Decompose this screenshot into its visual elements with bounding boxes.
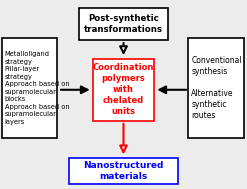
Text: Coordination
polymers
with
chelated
units: Coordination polymers with chelated unit… — [93, 63, 154, 116]
FancyBboxPatch shape — [79, 8, 168, 40]
FancyBboxPatch shape — [2, 38, 57, 138]
Text: Metalloligand
strategy
Pillar-layer
strategy
Approach based on
supramolecular
bl: Metalloligand strategy Pillar-layer stra… — [5, 51, 69, 125]
Text: Post-synthetic
transformations: Post-synthetic transformations — [84, 14, 163, 34]
FancyBboxPatch shape — [69, 158, 178, 184]
Text: Nanostructured
materials: Nanostructured materials — [83, 161, 164, 181]
FancyBboxPatch shape — [188, 38, 244, 138]
FancyBboxPatch shape — [93, 59, 154, 121]
Text: Conventional
synthesis

Alternative
synthetic
routes: Conventional synthesis Alternative synth… — [191, 56, 242, 120]
